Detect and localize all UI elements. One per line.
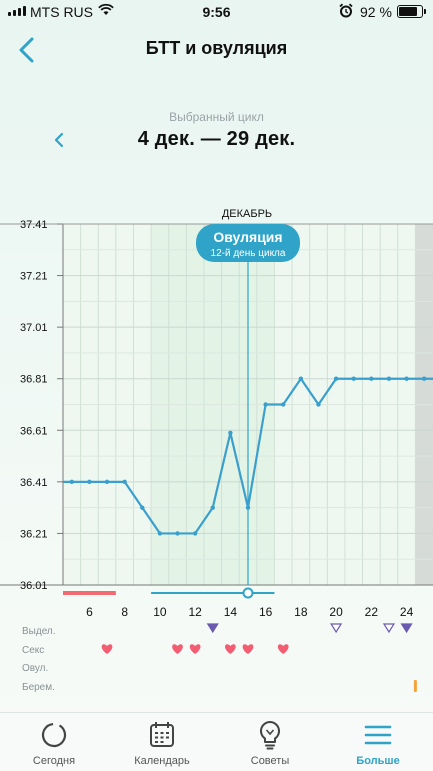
battery-percent: 92 % [360, 4, 392, 20]
tab-tips-label: Советы [250, 755, 290, 767]
tab-today[interactable]: Сегодня [0, 713, 108, 771]
carrier-name: MTS RUS [30, 4, 93, 20]
temperature-point[interactable] [192, 531, 198, 536]
ovulation-bubble[interactable] [196, 224, 300, 262]
discharge-icon[interactable] [382, 623, 396, 634]
discharge-icon[interactable] [400, 623, 413, 634]
y-tick-label: 36.41 [20, 477, 48, 489]
tab-more[interactable]: Больше [324, 713, 432, 771]
temperature-point[interactable] [386, 376, 392, 381]
y-tick-label: 37.21 [20, 271, 48, 283]
x-tick-label: 20 [329, 605, 343, 619]
temperature-point[interactable] [87, 479, 92, 485]
x-tick-label: 6 [86, 605, 93, 619]
lightbulb-icon [259, 720, 281, 750]
temperature-point[interactable] [175, 531, 180, 536]
symptom-row-label: Выдел. [22, 626, 56, 637]
bbt-chart[interactable]: 36.01 36.21 36.41 36.61 36.81 37.01 37.21 37.41… [0, 195, 433, 700]
y-tick-label: 36.01 [20, 580, 48, 592]
temperature-point[interactable] [122, 479, 127, 485]
navigation-bar: БТТ и овуляция [0, 30, 433, 70]
temperature-point[interactable] [157, 531, 163, 536]
cycle-selector: Выбранный цикл 4 дек. — 29 дек. [0, 108, 433, 158]
heart-icon[interactable] [172, 644, 183, 654]
circle-progress-icon [41, 722, 67, 748]
clock: 9:56 [202, 4, 231, 20]
x-tick-label: 22 [365, 605, 379, 619]
temperature-point[interactable] [316, 402, 321, 407]
temperature-point[interactable] [263, 402, 268, 407]
temperature-point[interactable] [104, 479, 110, 485]
discharge-icon[interactable] [206, 623, 219, 634]
temperature-point[interactable] [69, 479, 75, 485]
alarm-icon [339, 3, 353, 18]
temperature-point[interactable] [281, 402, 286, 407]
cycle-range: 4 дек. — 29 дек. [137, 128, 296, 150]
temperature-point[interactable] [245, 505, 251, 510]
ovulation-marker[interactable] [242, 587, 254, 599]
symptom-row-label: Овул. [22, 663, 48, 674]
temperature-point[interactable] [210, 505, 215, 510]
previous-cycle-button[interactable] [48, 128, 72, 152]
y-tick-label: 36.81 [20, 374, 48, 386]
temperature-point[interactable] [404, 376, 409, 381]
menu-icon [364, 725, 392, 745]
signal-icon [8, 6, 26, 16]
month-label: ДЕКАБРЬ [222, 208, 272, 220]
tab-today-label: Сегодня [32, 755, 76, 767]
back-button[interactable] [12, 34, 44, 66]
x-tick-label: 24 [400, 605, 414, 619]
heart-icon[interactable] [277, 644, 289, 654]
page-title: БТТ и овуляция [145, 38, 288, 58]
x-tick-label: 14 [224, 605, 238, 619]
tab-calendar-label: Календарь [134, 755, 190, 767]
x-tick-label: 10 [153, 605, 167, 619]
x-tick-label: 12 [188, 605, 202, 619]
y-tick-label: 36.21 [20, 528, 48, 540]
heart-icon[interactable] [225, 644, 236, 654]
heart-icon[interactable] [242, 644, 254, 654]
temperature-point[interactable] [228, 430, 233, 436]
temperature-point[interactable] [333, 376, 339, 381]
symptom-row-label: Секс [22, 645, 44, 656]
temperature-point[interactable] [298, 376, 304, 381]
y-tick-label: 36.61 [20, 425, 48, 437]
cycle-label: Выбранный цикл [169, 110, 264, 124]
battery-icon [397, 5, 426, 18]
y-tick-label: 37.01 [20, 322, 48, 334]
temperature-point[interactable] [351, 376, 356, 381]
wifi-icon [98, 3, 114, 15]
x-tick-label: 18 [294, 605, 308, 619]
status-bar: MTS RUS 9:56 92 % [0, 0, 433, 24]
pregnancy-test-icon[interactable] [413, 680, 417, 692]
calendar-icon [150, 722, 174, 747]
ovulation-subtitle: 12-й день цикла [211, 248, 286, 259]
tab-more-label: Больше [356, 755, 400, 767]
tab-calendar[interactable]: Календарь [108, 713, 216, 771]
heart-icon[interactable] [189, 644, 201, 654]
tab-tips[interactable]: Советы [216, 713, 324, 771]
tab-bar: Сегодня Календарь Советы Больше [0, 712, 433, 771]
heart-icon[interactable] [101, 644, 113, 654]
symptom-row-label: Берем. [22, 682, 55, 693]
x-tick-label: 16 [259, 605, 273, 619]
temperature-point[interactable] [421, 376, 427, 381]
temperature-point[interactable] [140, 505, 145, 510]
temperature-point[interactable] [369, 376, 374, 381]
y-tick-label: 37.41 [20, 219, 48, 231]
x-tick-label: 8 [121, 605, 128, 619]
ovulation-title: Овуляция [213, 229, 282, 245]
discharge-icon[interactable] [330, 623, 343, 634]
